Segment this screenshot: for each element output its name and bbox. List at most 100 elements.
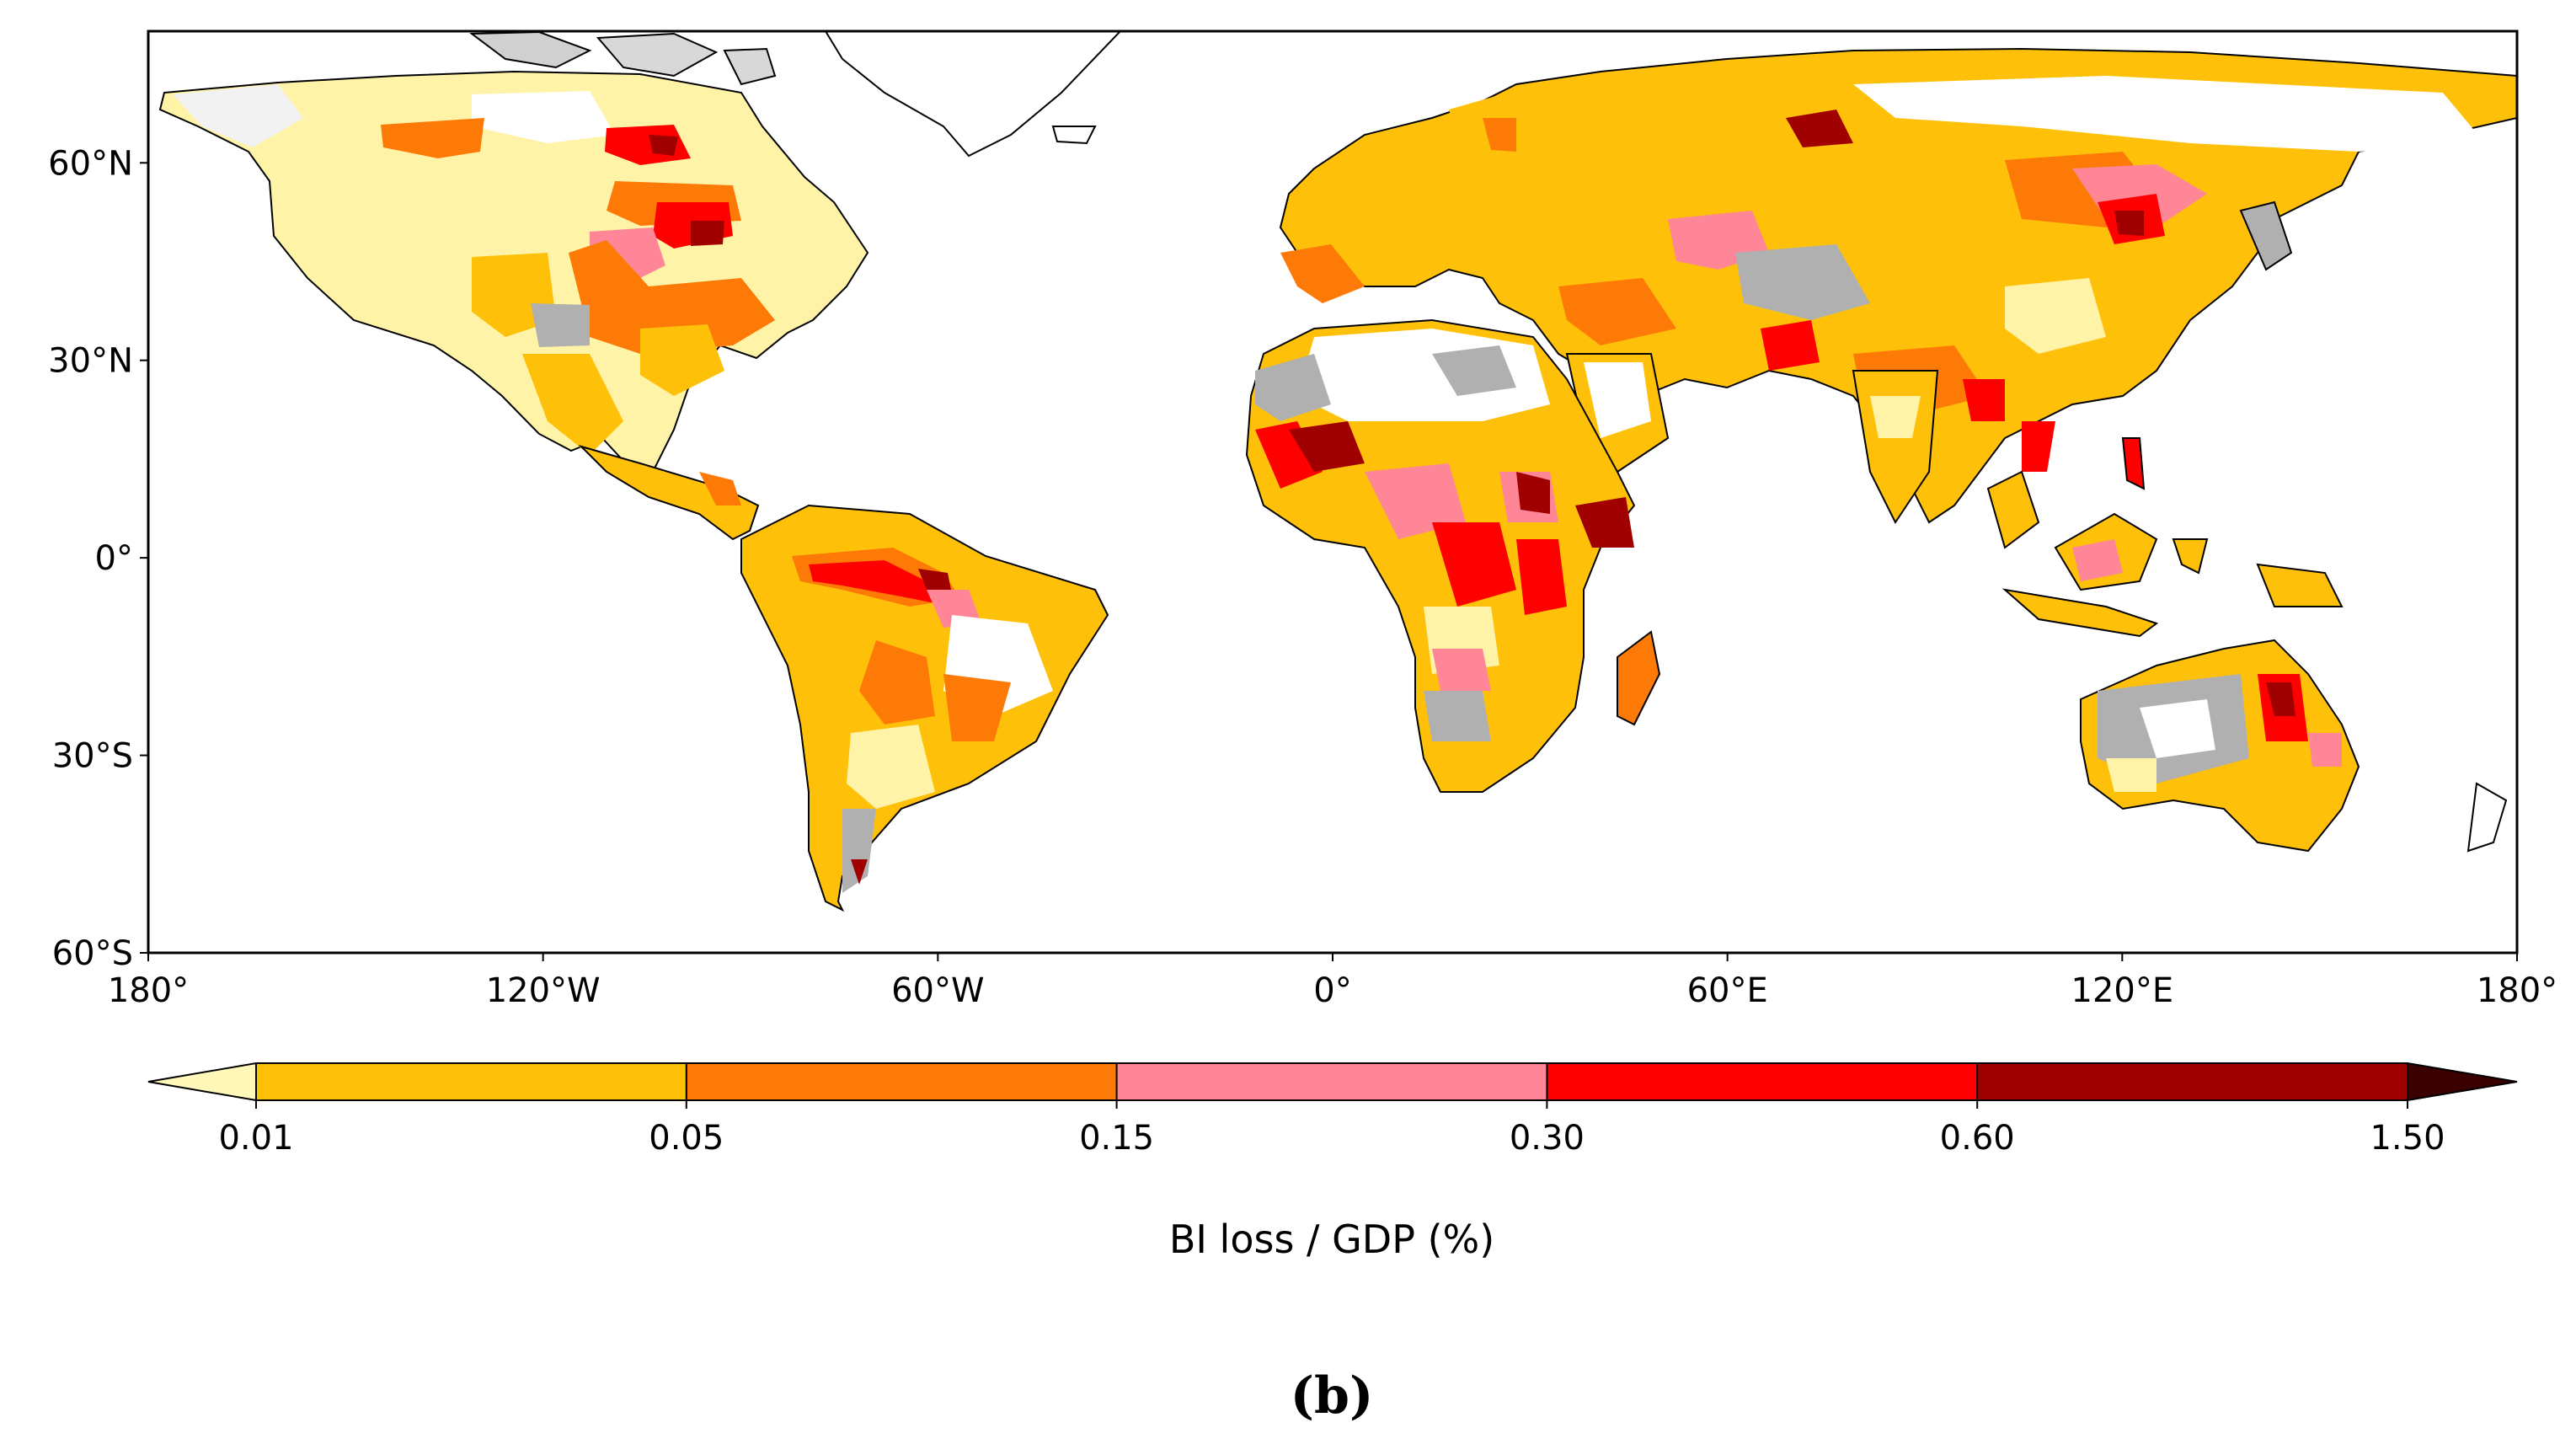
colorbar-segment — [1116, 1063, 1547, 1100]
new-guinea — [2256, 563, 2344, 607]
colorbar-label: BI loss / GDP (%) — [1169, 1217, 1494, 1262]
lon-tick-label: 60°E — [1687, 971, 1768, 1010]
sudan-darkred — [1516, 472, 1550, 514]
arctic-island-3 — [723, 47, 777, 86]
southern-africa-pink — [1432, 649, 1491, 691]
java — [2001, 588, 2159, 638]
western-europe-orange — [1280, 244, 1365, 303]
colorbar-segment — [1547, 1063, 1978, 1100]
china-cream — [2005, 278, 2106, 354]
australia — [2080, 639, 2508, 853]
arctic-island-2 — [596, 32, 719, 78]
eastern-us-orange — [569, 240, 775, 354]
colorbar-tick-label: 0.60 — [1940, 1119, 2015, 1158]
new-zealand — [2466, 782, 2508, 853]
horn-darkred — [1575, 497, 1634, 548]
pakistan-red — [1761, 320, 1820, 371]
lat-tick-label: 60°S — [52, 934, 133, 973]
colorbar-segment — [256, 1063, 687, 1100]
us-no-data-patch — [531, 303, 590, 347]
brazil-orange-1 — [859, 640, 935, 725]
rift-red — [1516, 539, 1567, 615]
scandinavia-orange — [1483, 118, 1516, 152]
west-sahara-no-data — [1255, 354, 1331, 421]
arabia-blank — [1584, 362, 1651, 438]
latitude-axis: 60°N 30°N 0° 30°S 60°S — [48, 144, 148, 973]
lat-tick-label: 0° — [95, 539, 133, 578]
madagascar — [1617, 630, 1661, 726]
africa — [1245, 318, 1661, 793]
northeast-china-darkred — [2114, 211, 2144, 236]
hudson-darkred-region — [649, 135, 678, 156]
congo-red — [1432, 522, 1516, 607]
iceland — [1051, 126, 1097, 145]
colorbar-segment — [686, 1063, 1117, 1100]
south-america — [740, 504, 1109, 912]
patagonia-darkred — [851, 859, 868, 885]
north-america — [158, 70, 869, 541]
malaysia-peninsula — [1986, 470, 2040, 549]
mexico-amber — [522, 354, 623, 455]
nw-orange-region — [381, 118, 484, 158]
world-map: 60°N 30°N 0° 30°S 60°S 180° 120°W 60°W 0° 60°E 12… — [48, 29, 2557, 1010]
lon-tick-label: 180° — [108, 971, 189, 1010]
continents — [158, 31, 2517, 912]
arctic — [469, 31, 1122, 158]
colorbar-tick-label: 0.05 — [649, 1119, 724, 1158]
colorbar-tick-label: 0.30 — [1510, 1119, 1585, 1158]
colorbar-ticks: 0.01 0.05 0.15 0.30 0.60 1.50 — [218, 1063, 2445, 1158]
lat-tick-label: 60°N — [48, 144, 133, 183]
southeast-asia-islands — [1986, 201, 2344, 638]
lon-tick-label: 60°W — [891, 971, 984, 1010]
lat-tick-label: 30°N — [48, 342, 133, 381]
southern-cone-cream — [847, 725, 935, 809]
brazil-orange-2 — [943, 674, 1011, 741]
land-eurasia — [1279, 47, 2517, 524]
nsw-pink — [2308, 733, 2342, 767]
lon-tick-label: 180° — [2477, 971, 2557, 1010]
colorbar-under-arrow — [148, 1063, 256, 1100]
central-america — [578, 444, 760, 541]
canada-north-blank — [472, 91, 615, 143]
amazon-red — [809, 560, 952, 607]
colorbar-tick-label: 0.01 — [218, 1119, 293, 1158]
southern-us-amber — [640, 324, 724, 396]
alaska-no-data — [173, 84, 303, 147]
colorbar-segments — [256, 1063, 2408, 1100]
russia-darkred — [1786, 110, 1853, 147]
central-africa-pink — [1365, 463, 1466, 539]
patagonia-no-data — [842, 809, 876, 893]
central-america-orange — [699, 472, 741, 505]
siberia-blank — [1853, 76, 2485, 152]
longitude-axis: 180° 120°W 60°W 0° 60°E 120°E 180° — [108, 953, 2557, 1010]
eurasia — [1279, 47, 2517, 524]
indochina-red — [2022, 421, 2055, 472]
colorbar-tick-label: 0.15 — [1079, 1119, 1154, 1158]
sahara-blank — [1297, 329, 1550, 421]
sulawesi — [2172, 538, 2209, 575]
kalahari-no-data — [1424, 691, 1491, 741]
western-australia-cream — [2106, 758, 2156, 792]
lon-tick-label: 120°W — [486, 971, 601, 1010]
india-cream — [1870, 396, 1921, 438]
colorbar-segment — [1977, 1063, 2408, 1100]
lon-tick-label: 0° — [1313, 971, 1351, 1010]
great-lakes-darkred — [691, 221, 724, 246]
amazon-darkred — [918, 569, 952, 594]
middle-east-orange — [1558, 278, 1676, 345]
philippines — [2121, 437, 2146, 490]
sahel-darkred — [1289, 421, 1365, 472]
lon-tick-label: 120°E — [2071, 971, 2174, 1010]
colorbar-over-arrow — [2408, 1063, 2517, 1100]
bangladesh-red — [1963, 379, 2005, 421]
colorbar: 0.01 0.05 0.15 0.30 0.60 1.50 BI loss / GDP (… — [147, 1062, 2518, 1262]
sahara-no-data — [1432, 345, 1516, 396]
outback-blank — [2140, 699, 2215, 758]
lat-tick-label: 30°S — [52, 737, 133, 776]
colorbar-tick-label: 1.50 — [2370, 1119, 2445, 1158]
central-asia-no-data — [1735, 244, 1870, 320]
japan — [2239, 201, 2293, 271]
panel-label: (b) — [1291, 1366, 1374, 1425]
queensland-darkred — [2266, 682, 2295, 716]
